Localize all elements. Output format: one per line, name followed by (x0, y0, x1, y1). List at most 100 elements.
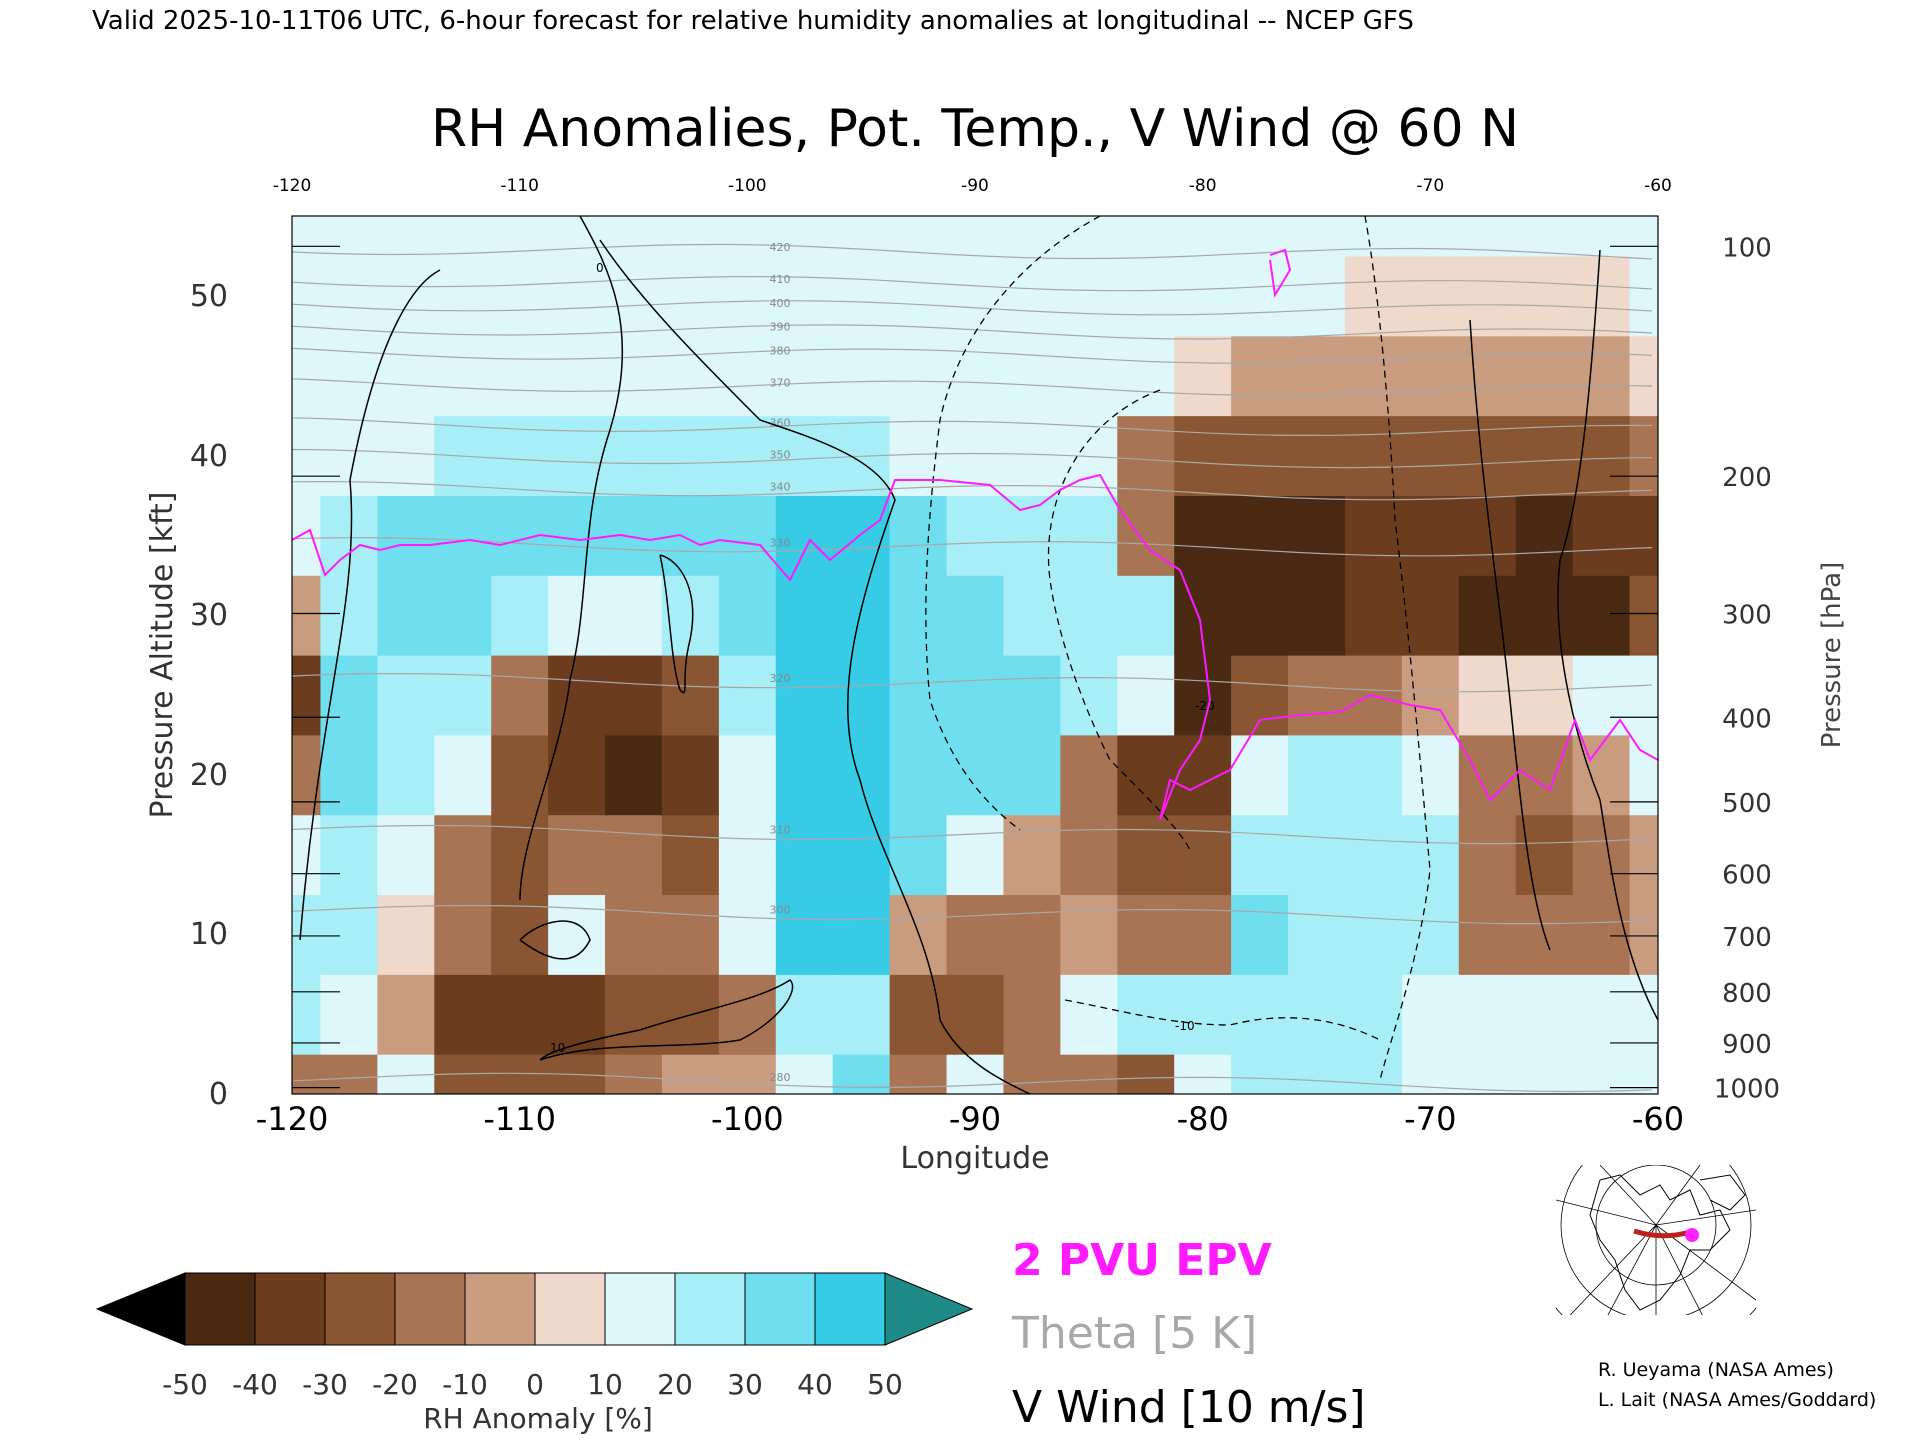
heatmap-cell (1231, 974, 1289, 1055)
heatmap-cell (1117, 415, 1175, 496)
x-tick-label: -80 (1177, 1100, 1229, 1138)
heatmap-cell (548, 335, 606, 417)
heatmap-cell (1401, 974, 1460, 1055)
heatmap-cell (1174, 734, 1232, 816)
legend-v-wind: V Wind [10 m/s] (1012, 1382, 1366, 1433)
heatmap-cell (1117, 894, 1175, 975)
heatmap-cell (1515, 255, 1574, 337)
y-tick-label: 0 (209, 1077, 228, 1112)
heatmap-cell (1401, 216, 1460, 257)
colorbar-tick-label: -50 (162, 1368, 208, 1401)
theta-contour (292, 324, 1653, 340)
heatmap-cell (1174, 1054, 1232, 1094)
heatmap-cell (1401, 575, 1460, 656)
v-wind-contour-solid (1557, 249, 1658, 1021)
heatmap-cell (661, 655, 720, 736)
heatmap-cell (1629, 415, 1658, 496)
heatmap-cell (1003, 1054, 1061, 1094)
heatmap-cell (605, 734, 663, 816)
theta-contour-label: 340 (770, 480, 791, 493)
chart-title: RH Anomalies, Pot. Temp., V Wind @ 60 N (431, 99, 1519, 159)
v-wind-contour-solid (299, 269, 441, 941)
x-tick-label: -120 (256, 1100, 329, 1138)
theta-contour (292, 672, 1653, 693)
heatmap-cell (434, 734, 492, 816)
y-axis-left: 0 10 20 30 40 50 Pressure Altitude [kft] (145, 279, 228, 1112)
theta-contour-label: 280 (770, 1071, 791, 1084)
heatmap-cell (377, 1054, 435, 1094)
heatmap-cell (1515, 335, 1574, 417)
theta-contour-label: 330 (770, 536, 791, 549)
theta-contour (292, 824, 1653, 845)
heatmap-cell (1117, 974, 1175, 1055)
theta-contour (292, 537, 1653, 557)
pressure-tick-label: 700 (1722, 923, 1772, 953)
heatmap-cell (1572, 1054, 1631, 1094)
colorbar-swatch (254, 1272, 326, 1346)
x-tick-label: -100 (711, 1100, 784, 1138)
colorbar-tick-label: -20 (372, 1368, 418, 1401)
heatmap-cell (1629, 655, 1658, 736)
colorbar-swatch (604, 1272, 676, 1346)
heatmap-cell (946, 575, 1005, 656)
theta-contour (292, 481, 1653, 501)
theta-contour (292, 904, 1653, 925)
heatmap-cell (320, 255, 378, 337)
heatmap-cell (320, 894, 378, 975)
x-top-tick-label: -70 (1416, 176, 1444, 196)
colorbar-label: RH Anomaly [%] (423, 1402, 653, 1435)
theta-contour (292, 300, 1653, 316)
inset-map-graticule (1560, 1165, 1752, 1315)
heatmap-cell (1003, 974, 1061, 1055)
heatmap-cell (605, 1054, 663, 1094)
heatmap-cell (1003, 734, 1061, 816)
heatmap-cell (1003, 575, 1061, 656)
v-wind-contour-dashed (1047, 389, 1191, 851)
heatmap-cell (775, 814, 834, 896)
heatmap-cell (1401, 734, 1460, 816)
heatmap-cell (1174, 335, 1232, 417)
heatmap-cell (605, 255, 663, 337)
heatmap-cell (292, 1054, 322, 1094)
legend-theta: Theta [5 K] (1011, 1308, 1257, 1359)
heatmap-cell (1572, 814, 1631, 896)
heatmap-cell (377, 575, 435, 656)
heatmap-cell (718, 894, 777, 975)
heatmap-cell (1515, 814, 1574, 896)
heatmap-cell (1458, 734, 1517, 816)
colorbar-swatch (744, 1272, 816, 1346)
heatmap-cell (1401, 894, 1460, 975)
heatmap-cell (1401, 655, 1460, 736)
heatmap-cell (946, 216, 1005, 257)
heatmap-cell (605, 335, 663, 417)
heatmap-cell (320, 575, 378, 656)
heatmap-cell (1231, 216, 1289, 257)
heatmap-cell (1515, 974, 1574, 1055)
colorbar-tick-label: 0 (526, 1368, 544, 1401)
heatmap-cell (1231, 255, 1289, 337)
x-tick-label: -110 (483, 1100, 556, 1138)
heatmap-cell (718, 495, 777, 576)
v-wind-contour-solid (1469, 319, 1551, 951)
heatmap-cell (1629, 335, 1658, 417)
heatmap-cell (1174, 974, 1232, 1055)
heatmap-cell (1003, 814, 1061, 896)
heatmap-cell (548, 814, 606, 896)
heatmap-cell (1572, 255, 1631, 337)
heatmap-cell (605, 655, 663, 736)
heatmap-cell (292, 216, 322, 257)
v-wind-contours: 0 10 -10 -20 (299, 216, 1658, 1094)
heatmap-cell (320, 1054, 378, 1094)
heatmap-cell (292, 814, 322, 896)
pressure-tick-label: 200 (1722, 463, 1772, 493)
colorbar-swatch (394, 1272, 466, 1346)
heatmap-cell (1060, 335, 1118, 417)
heatmap-cell (434, 255, 492, 337)
y-axis-right: Pressure [hPa] 100 200 300 400 500 600 700 800 9… (1714, 233, 1847, 1104)
heatmap-cell (1458, 255, 1517, 337)
heatmap-cell (946, 894, 1005, 975)
heatmap-cell (889, 575, 948, 656)
v-wind-contour-solid (599, 239, 1031, 1094)
colorbar-swatch (814, 1272, 886, 1346)
heatmap-cell (1629, 974, 1658, 1055)
